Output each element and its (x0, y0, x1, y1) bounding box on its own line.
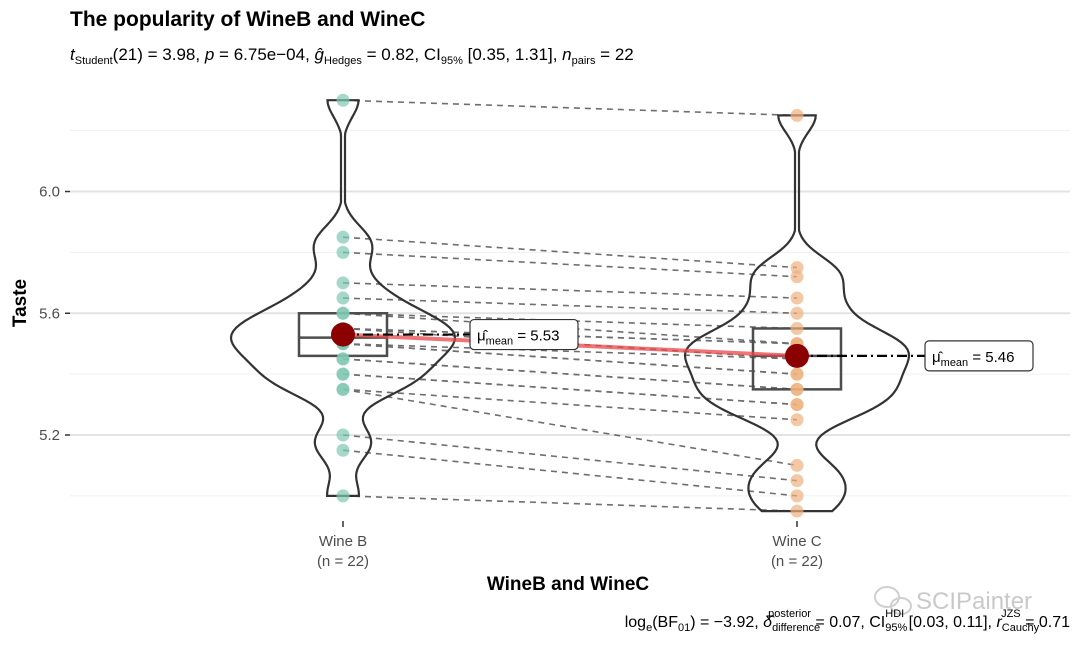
data-point (336, 245, 350, 259)
data-point (790, 474, 804, 488)
grid (70, 130, 1070, 497)
data-point (336, 367, 350, 381)
mean-label: μ̂mean = 5.46 (932, 349, 1014, 369)
pair-line (342, 342, 798, 375)
pair-line (342, 251, 798, 278)
x-axis-label: WineB and WineC (487, 574, 649, 595)
data-point (790, 367, 804, 381)
violin-1 (683, 114, 911, 513)
y-tick-label: 6.0 (39, 184, 60, 201)
watermark-text: SCIPainter (916, 588, 1032, 615)
data-point (336, 291, 350, 305)
data-point (336, 382, 350, 396)
data-point (790, 108, 804, 122)
data-point (336, 428, 350, 442)
pair-line (342, 342, 798, 360)
data-point (790, 321, 804, 335)
violins (229, 99, 911, 513)
data-point (790, 489, 804, 503)
mean-point (331, 322, 355, 347)
pair-line (342, 312, 798, 345)
data-point (790, 306, 804, 320)
y-tick-label: 5.2 (39, 427, 60, 444)
pair-line (342, 495, 798, 512)
mean-label: μ̂mean = 5.53 (477, 328, 559, 348)
data-points (336, 93, 804, 518)
x-tick-label: Wine C (772, 533, 821, 550)
data-point (790, 398, 804, 412)
mean-label-box (924, 340, 1034, 372)
x-axis: Wine B (n = 22) Wine C (n = 22) (317, 521, 823, 570)
mean-point (785, 343, 809, 368)
chart-subtitle: tStudent(21) = 3.98, p = 6.75e−04, ĝHedg… (70, 45, 634, 67)
x-tick-n-label: (n = 22) (771, 553, 823, 570)
chart-title: The popularity of WineB and WineC (70, 8, 425, 31)
watermark: SCIPainter (874, 586, 1032, 615)
pair-line (342, 236, 798, 269)
pair-line (342, 297, 798, 315)
data-point (336, 306, 350, 320)
data-point (790, 413, 804, 427)
data-point (336, 93, 350, 107)
data-point (336, 489, 350, 503)
pair-line (342, 358, 798, 391)
pair-line (342, 373, 798, 406)
mean-label-box (469, 318, 579, 351)
y-axis-label: Taste (10, 279, 31, 327)
data-point (790, 458, 804, 472)
data-point (790, 291, 804, 305)
mean-layer: μ̂mean = 5.53 μ̂mean = 5.46 (331, 318, 1034, 372)
wechat-icon (874, 586, 912, 615)
data-point (336, 276, 350, 290)
pair-line (342, 282, 798, 299)
pair-line (342, 388, 798, 421)
data-point (336, 443, 350, 457)
pair-line (342, 99, 798, 117)
violin-0 (229, 99, 457, 497)
y-tick-label: 5.6 (39, 305, 60, 322)
data-point (790, 261, 804, 275)
data-point (790, 504, 804, 518)
pair-line (342, 327, 798, 345)
y-axis: 5.2 5.6 6.0 (39, 184, 70, 444)
data-point (790, 270, 804, 284)
data-point (336, 230, 350, 244)
data-point (790, 382, 804, 396)
x-tick-label: Wine B (319, 533, 367, 550)
bayes-caption: loge(BF01) = −3.92, δ̂differenceposterio… (625, 608, 1070, 634)
data-point (336, 352, 350, 366)
x-tick-n-label: (n = 22) (317, 553, 369, 570)
